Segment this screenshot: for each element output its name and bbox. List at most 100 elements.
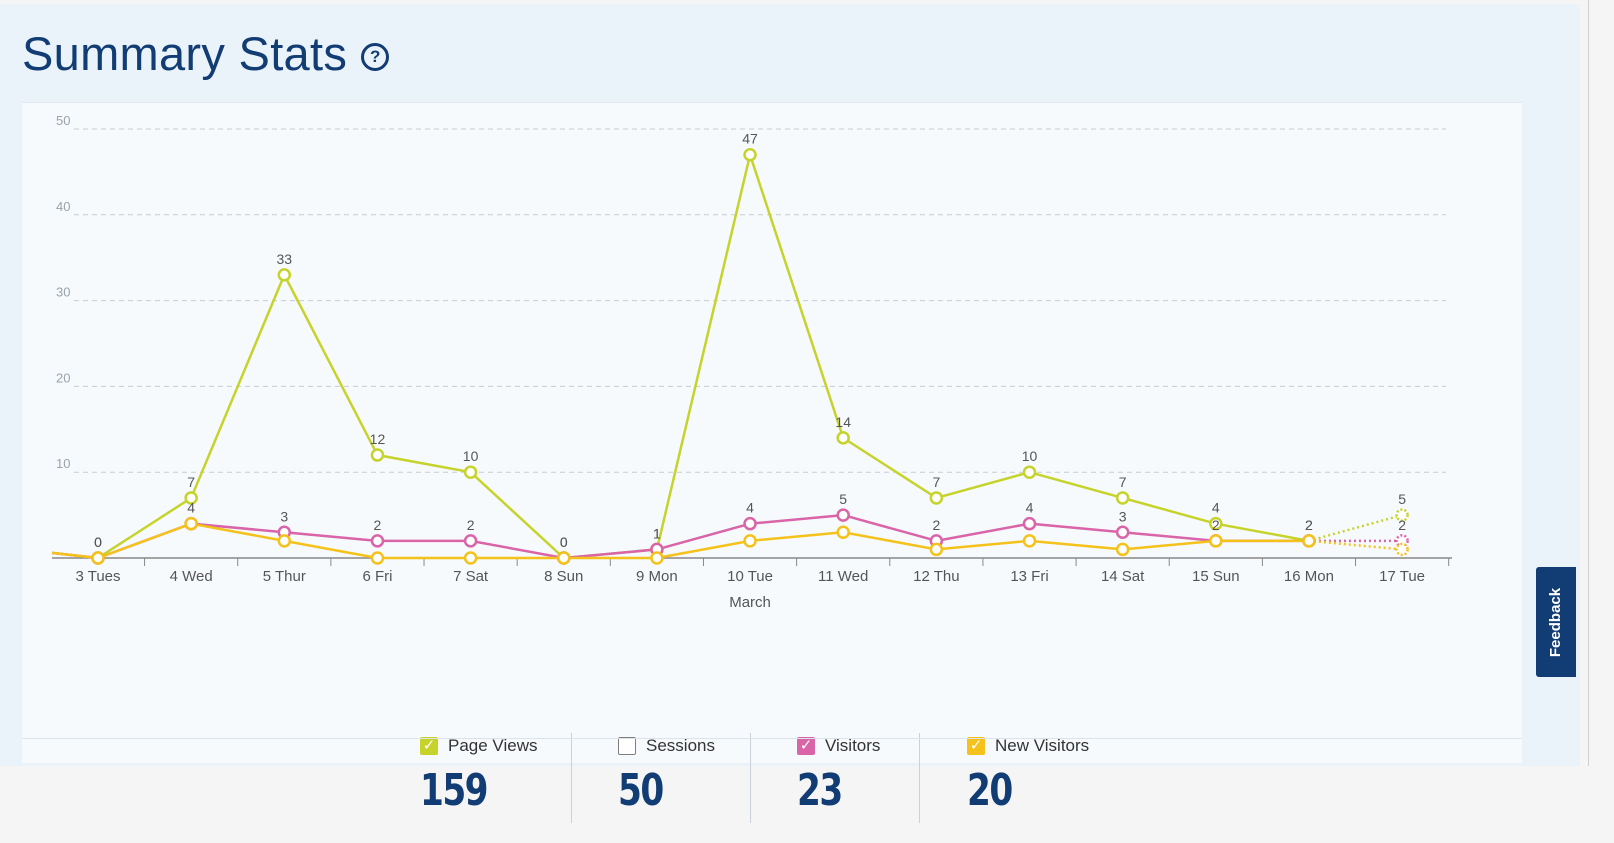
y-tick-label: 40	[56, 199, 70, 214]
data-point	[650, 551, 664, 565]
legend-label: Page Views	[448, 736, 538, 755]
page-views-checkbox[interactable]: ✓	[420, 737, 438, 755]
legend-label: New Visitors	[995, 736, 1090, 755]
data-point	[184, 491, 198, 505]
data-label: 0	[94, 534, 102, 550]
x-tick-label: 5 Thur	[263, 568, 306, 585]
data-label: 3	[280, 508, 288, 524]
data-point	[277, 268, 292, 282]
data-point	[1395, 508, 1409, 522]
x-tick-label: 14 Sat	[1101, 568, 1145, 585]
data-point	[463, 551, 478, 565]
series-lead-in	[51, 551, 99, 560]
data-point	[557, 551, 571, 565]
data-label: 5	[839, 491, 847, 507]
title-row: Summary Stats ?	[22, 26, 390, 81]
data-label: 4	[1026, 500, 1034, 516]
feedback-button[interactable]: Feedback	[1536, 567, 1576, 677]
sessions-checkbox[interactable]	[618, 737, 636, 755]
data-label: 4	[1212, 500, 1220, 516]
feedback-label: Feedback	[1547, 587, 1565, 657]
data-label: 4	[187, 500, 195, 516]
series-line	[97, 153, 1310, 560]
data-label: 0	[560, 534, 568, 550]
data-point	[743, 147, 757, 162]
visitors-checkbox[interactable]: ✓	[797, 737, 815, 755]
data-label: 33	[277, 251, 293, 267]
legend-label: Visitors	[825, 736, 881, 755]
series-line	[97, 513, 1309, 560]
data-label: 1	[653, 525, 661, 541]
data-label: 0	[94, 534, 102, 550]
x-tick-label: 9 Mon	[636, 568, 678, 585]
data-point	[1115, 491, 1130, 505]
data-point	[370, 534, 385, 548]
data-label: 2	[1212, 517, 1220, 533]
legend-value: 50	[618, 765, 664, 816]
data-label: 47	[742, 131, 758, 147]
x-tick-label: 17 Tue	[1379, 568, 1425, 585]
data-point	[1209, 534, 1223, 548]
y-tick-label: 10	[56, 456, 70, 471]
data-label: 2	[932, 517, 940, 533]
x-tick-label: 11 Wed	[818, 568, 868, 585]
legend-value: 20	[967, 765, 1013, 816]
x-tick-label: 6 Fri	[362, 568, 392, 585]
scrollbar[interactable]	[1580, 0, 1614, 766]
data-point	[91, 551, 105, 565]
data-point	[929, 491, 944, 505]
y-tick-label: 50	[56, 113, 70, 128]
top-strip	[0, 0, 1614, 4]
data-point	[929, 542, 944, 557]
page-title: Summary Stats	[22, 27, 348, 80]
x-tick-label: 10 Tue	[727, 568, 773, 585]
x-tick-label: 8 Sun	[544, 568, 583, 585]
legend-value: 23	[797, 765, 843, 816]
x-tick-label: 12 Thu	[913, 568, 959, 585]
data-label: 5	[1398, 491, 1406, 507]
legend-divider	[571, 733, 572, 823]
x-tick-label: 16 Mon	[1284, 568, 1334, 585]
x-tick-label: 15 Sun	[1192, 568, 1240, 585]
question-circle-icon[interactable]: ?	[361, 42, 390, 71]
data-point	[1395, 542, 1409, 557]
data-point	[1022, 534, 1037, 548]
data-point	[184, 516, 198, 531]
legend-divider	[919, 733, 920, 823]
x-tick-label: 3 Tues	[75, 568, 120, 585]
series-projection	[1308, 539, 1403, 551]
data-point	[370, 448, 385, 462]
data-point	[1302, 534, 1316, 548]
chart-card: 10 20 30 40 50 3 Tues 4 Wed 5 Thur 6 Fri 7 Sat 8 S…	[22, 102, 1522, 823]
data-label: 7	[1119, 474, 1127, 490]
new-visitors-checkbox[interactable]: ✓	[967, 737, 985, 755]
data-point	[1209, 516, 1223, 531]
data-label: 4	[746, 500, 754, 516]
series-projection	[1308, 513, 1403, 543]
scrollbar-track-line	[1588, 0, 1589, 766]
x-axis-label: March	[729, 594, 771, 611]
data-label: 2	[374, 517, 382, 533]
legend: ✓ Page Views 159 Sessions 50 ✓ Visitors …	[22, 733, 1522, 843]
x-tick-label: 4 Wed	[170, 568, 213, 585]
y-tick-label: 30	[56, 285, 70, 300]
data-point	[1115, 542, 1130, 557]
data-label: 10	[463, 448, 479, 464]
data-label: 10	[1022, 448, 1038, 464]
data-point	[743, 516, 757, 531]
x-tick-label: 7 Sat	[453, 568, 489, 585]
data-point	[1022, 465, 1037, 479]
data-label: 2	[1305, 517, 1313, 533]
data-label: 2	[467, 517, 475, 533]
data-point	[836, 508, 850, 522]
card-bottom-border	[22, 738, 1522, 739]
data-label: 7	[187, 474, 195, 490]
data-point	[463, 534, 478, 548]
data-point	[743, 534, 757, 548]
data-point	[836, 525, 850, 540]
data-label: 14	[835, 414, 851, 430]
data-label: 2	[1398, 517, 1406, 533]
y-tick-label: 20	[56, 370, 70, 385]
legend-divider	[750, 733, 751, 823]
